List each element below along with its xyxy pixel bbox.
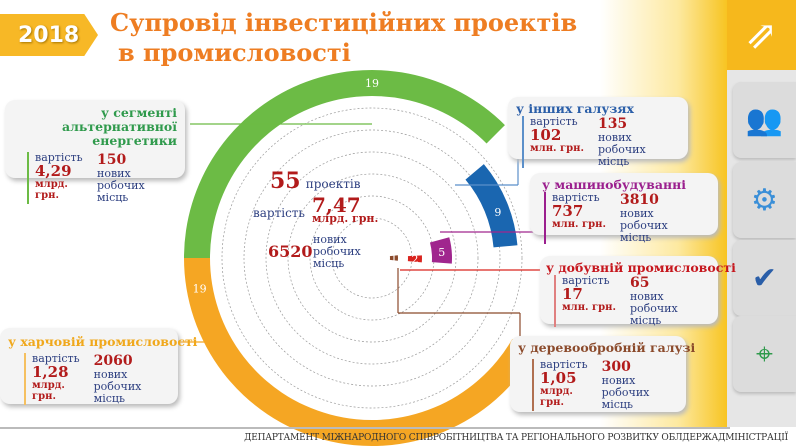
bar-machine: 5 xyxy=(429,237,452,264)
cost-unit: млрд. грн. xyxy=(32,380,65,402)
cost-label: вартість xyxy=(552,191,600,204)
jobs-label: нових робочих місць xyxy=(629,290,678,327)
meeting-icon: ✔ xyxy=(733,240,796,316)
total-cost-unit: млрд. грн. xyxy=(312,212,379,225)
jobs-value: 135 xyxy=(597,116,628,132)
footer-text: ДЕПАРТАМЕНТ МІЖНАРОДНОГО СПІВРОБІТНИЦТВА… xyxy=(244,433,788,443)
cost-label: вартість xyxy=(35,151,83,164)
bar-food: 19 xyxy=(184,258,535,447)
cost-value: 1,28 xyxy=(32,363,69,381)
bar-machine-bar xyxy=(429,237,452,264)
year-badge: 2018 xyxy=(0,14,98,56)
cost-label: вартість xyxy=(253,206,305,220)
guide-ring xyxy=(287,173,457,343)
bar-wood-bar xyxy=(389,255,398,261)
sector-title: у інших галузях xyxy=(516,101,634,116)
jobs-value: 300 xyxy=(601,359,631,375)
bar-other-bar xyxy=(465,164,518,248)
bar-machine-label: 5 xyxy=(438,246,445,259)
card-mining: у добувній промисловості вартість 17 млн. … xyxy=(540,256,736,327)
cost-value: 1,05 xyxy=(540,369,577,387)
total-jobs: 6520 xyxy=(268,242,313,261)
map-pin-icon: ⌖ xyxy=(733,316,796,392)
card-woodworking: у деревообробній галузі вартість 1,05 млрд… xyxy=(510,336,696,412)
cost-value: 4,29 xyxy=(35,162,72,180)
sector-title: у добувній промисловості xyxy=(546,260,736,275)
card-other-industries: у інших галузях вартість 102 млн. грн. 135 н… xyxy=(508,97,688,168)
growth-chart-icon: ⇗ xyxy=(727,0,796,70)
bar-mining-label: 2 xyxy=(411,253,418,266)
jobs-label: нових робочих місць xyxy=(97,167,145,204)
divider xyxy=(0,427,730,429)
guide-ring xyxy=(265,151,479,365)
jobs-value: 2060 xyxy=(93,353,133,369)
bar-wood: 1 xyxy=(389,252,398,265)
card-alternative-energy: у сегменті альтернативної енергетики вар… xyxy=(5,100,185,204)
bar-mining-bar xyxy=(407,255,422,263)
global-team-icon: 👥 xyxy=(733,82,796,158)
cost-value: 102 xyxy=(530,126,562,144)
bar-other: 9 xyxy=(465,164,518,248)
jobs-label: нових робочих місць xyxy=(619,207,668,244)
total-jobs-label: нових робочих місць xyxy=(313,233,361,270)
cost-value: 737 xyxy=(552,202,584,220)
jobs-label: нових робочих місць xyxy=(597,131,646,168)
cost-unit: млрд. грн. xyxy=(35,179,68,201)
bar-food-label: 19 xyxy=(193,282,207,295)
page-title: Супровід інвестиційних проектів в промис… xyxy=(110,8,577,68)
bar-alternative-energy-bar xyxy=(183,69,505,258)
jobs-value: 150 xyxy=(97,152,127,168)
bar-mining: 2 xyxy=(407,253,422,266)
total-cost: 7,47 xyxy=(312,193,361,217)
title-line-2: в промисловості xyxy=(118,38,351,67)
jobs-label: нових робочих місць xyxy=(93,368,142,405)
bar-alternative-energy-label: 19 xyxy=(365,77,379,90)
cost-unit: млн. грн. xyxy=(530,143,584,154)
cost-unit: млн. грн. xyxy=(562,302,616,313)
cost-label: вартість xyxy=(530,115,578,128)
bar-food-bar xyxy=(184,258,535,447)
guide-ring xyxy=(221,107,523,409)
cost-unit: млн. грн. xyxy=(552,219,606,230)
projects-count: 55 xyxy=(270,168,301,194)
team-gear-icon: ⚙ xyxy=(733,162,796,238)
jobs-label: нових робочих місць xyxy=(601,374,650,411)
cost-label: вартість xyxy=(32,352,80,365)
jobs-value: 3810 xyxy=(619,192,659,208)
card-food-industry: у харчовій промисловості вартість 1,28 млр… xyxy=(0,328,198,405)
cost-label: вартість xyxy=(562,274,610,287)
sector-title: у машинобудуванні xyxy=(542,177,687,192)
guide-ring xyxy=(243,129,501,387)
summary: 55 проектів xyxy=(270,168,360,194)
projects-label: проектів xyxy=(305,177,361,191)
sector-title: у харчовій промисловості xyxy=(8,334,198,349)
sector-title: у сегменті альтернативної енергетики xyxy=(61,105,177,148)
sector-title: у деревообробній галузі xyxy=(518,340,696,355)
bar-wood-label: 1 xyxy=(390,252,397,265)
cost-label: вартість xyxy=(540,358,588,371)
cost-unit: млрд. грн. xyxy=(540,386,573,408)
cost-value: 17 xyxy=(562,285,583,303)
card-machine-building: у машинобудуванні вартість 737 млн. грн. 38… xyxy=(530,173,718,244)
jobs-value: 65 xyxy=(629,275,650,291)
bar-other-label: 9 xyxy=(494,206,501,219)
bar-alternative-energy: 19 xyxy=(183,69,505,258)
title-line-1: Супровід інвестиційних проектів xyxy=(110,8,578,37)
